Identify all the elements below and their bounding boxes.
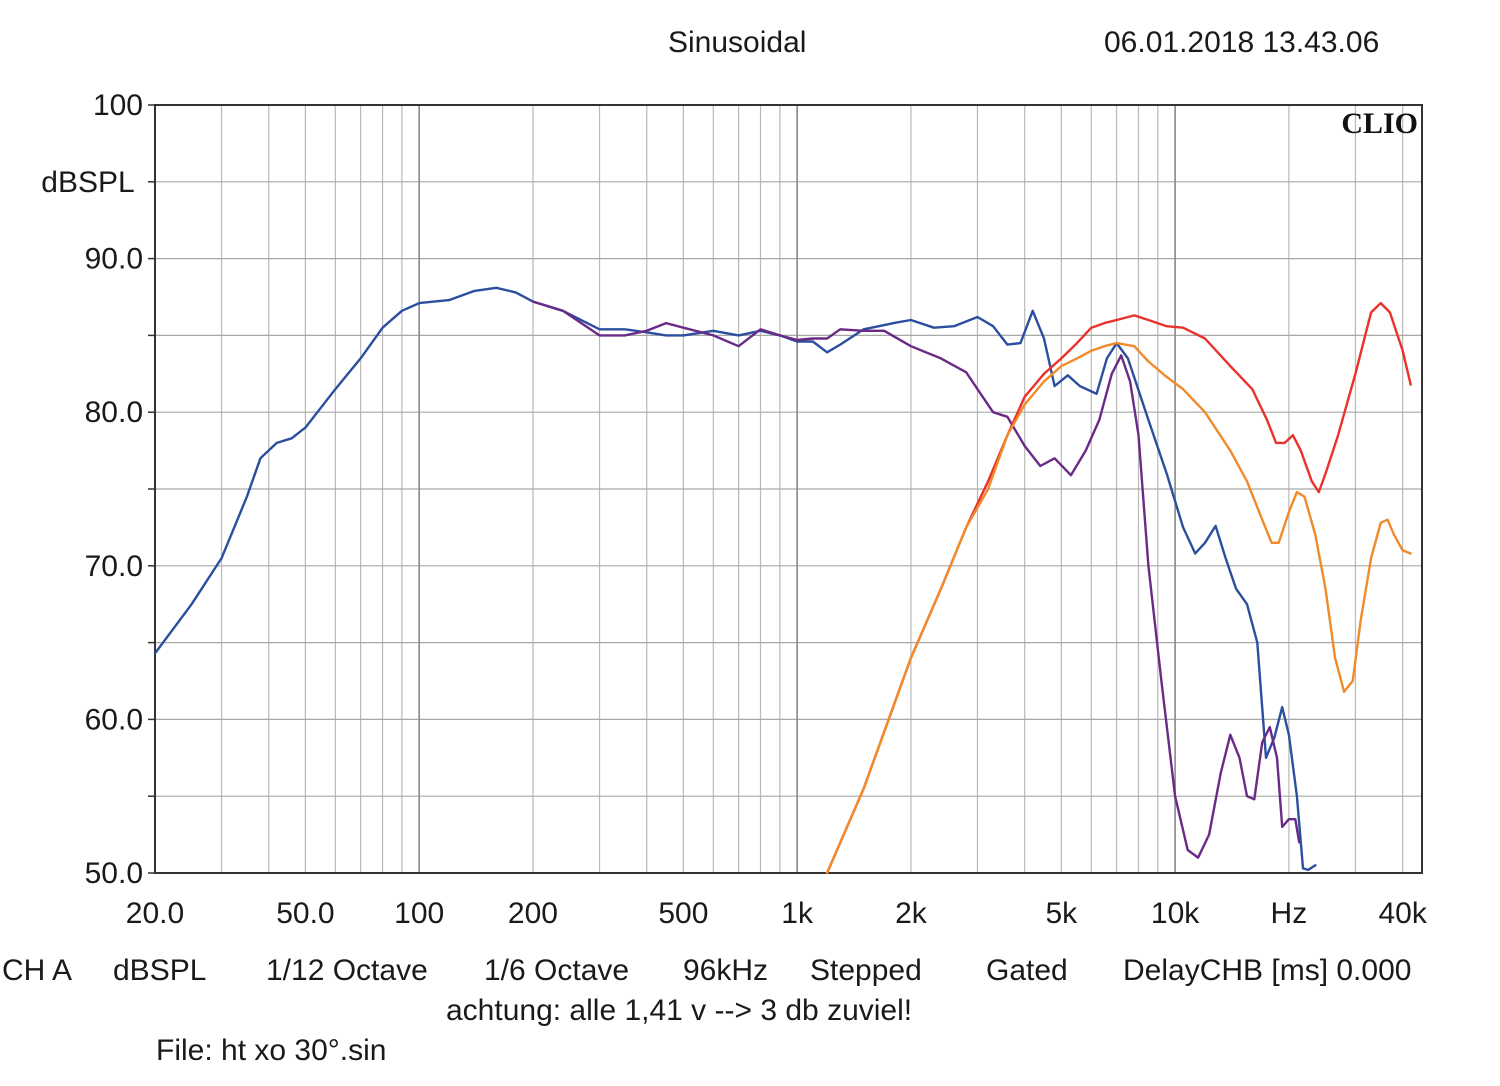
- x-tick-label: 40k: [1378, 897, 1427, 930]
- y-tick-label: 70.0: [85, 550, 143, 583]
- chart-title: Sinusoidal: [668, 26, 807, 59]
- x-tick-label: Hz: [1271, 897, 1308, 930]
- y-tick-label: 50.0: [85, 857, 143, 890]
- grid-minor: [155, 105, 1422, 873]
- x-tick-label: 500: [658, 897, 708, 930]
- status-resolution: 1/12 Octave: [266, 954, 428, 987]
- y-axis-label: dBSPL: [41, 166, 134, 199]
- y-tick-label: 60.0: [85, 703, 143, 736]
- status-gating: Gated: [986, 954, 1068, 987]
- series-line-3: [825, 301, 1412, 875]
- x-tick-label: 2k: [895, 897, 928, 930]
- series-line-4: [825, 341, 1412, 875]
- status-samplerate: 96kHz: [683, 954, 769, 987]
- x-tick-label: 1k: [781, 897, 814, 930]
- status-channel: CH A: [2, 954, 73, 987]
- x-tick-label: 100: [394, 897, 444, 930]
- frequency-response-chart: 100 90.0 80.0 70.0 60.0 50.0 20.0 50.0 100 200 50…: [41, 89, 1428, 930]
- status-mode: Stepped: [810, 954, 922, 987]
- series-line-2: [531, 300, 1301, 859]
- x-tick-labels: 20.0 50.0 100 200 500 1k 2k 5k 10k Hz 40k: [126, 897, 1428, 930]
- x-tick-label: 10k: [1151, 897, 1200, 930]
- x-tick-label: 50.0: [276, 897, 334, 930]
- grid-major: [418, 105, 1176, 873]
- y-tick-label: 80.0: [85, 396, 143, 429]
- y-tick-label: 100: [93, 89, 143, 122]
- y-tick-labels: 100 90.0 80.0 70.0 60.0 50.0: [85, 89, 155, 890]
- brand-logo: CLIO: [1341, 107, 1418, 140]
- x-tick-label: 200: [508, 897, 558, 930]
- status-smoothing: 1/6 Octave: [484, 954, 630, 987]
- x-tick-label: 5k: [1045, 897, 1078, 930]
- status-unit: dBSPL: [113, 954, 207, 987]
- series-layer: [153, 286, 1412, 875]
- y-tick-label: 90.0: [85, 243, 143, 276]
- timestamp: 06.01.2018 13.43.06: [1104, 26, 1380, 59]
- file-name: File: ht xo 30°.sin: [156, 1034, 387, 1067]
- status-delay: DelayCHB [ms] 0.000: [1123, 954, 1412, 987]
- series-line-1: [153, 286, 1317, 872]
- x-tick-label: 20.0: [126, 897, 184, 930]
- note-text: achtung: alle 1,41 v --> 3 db zuviel!: [446, 994, 913, 1027]
